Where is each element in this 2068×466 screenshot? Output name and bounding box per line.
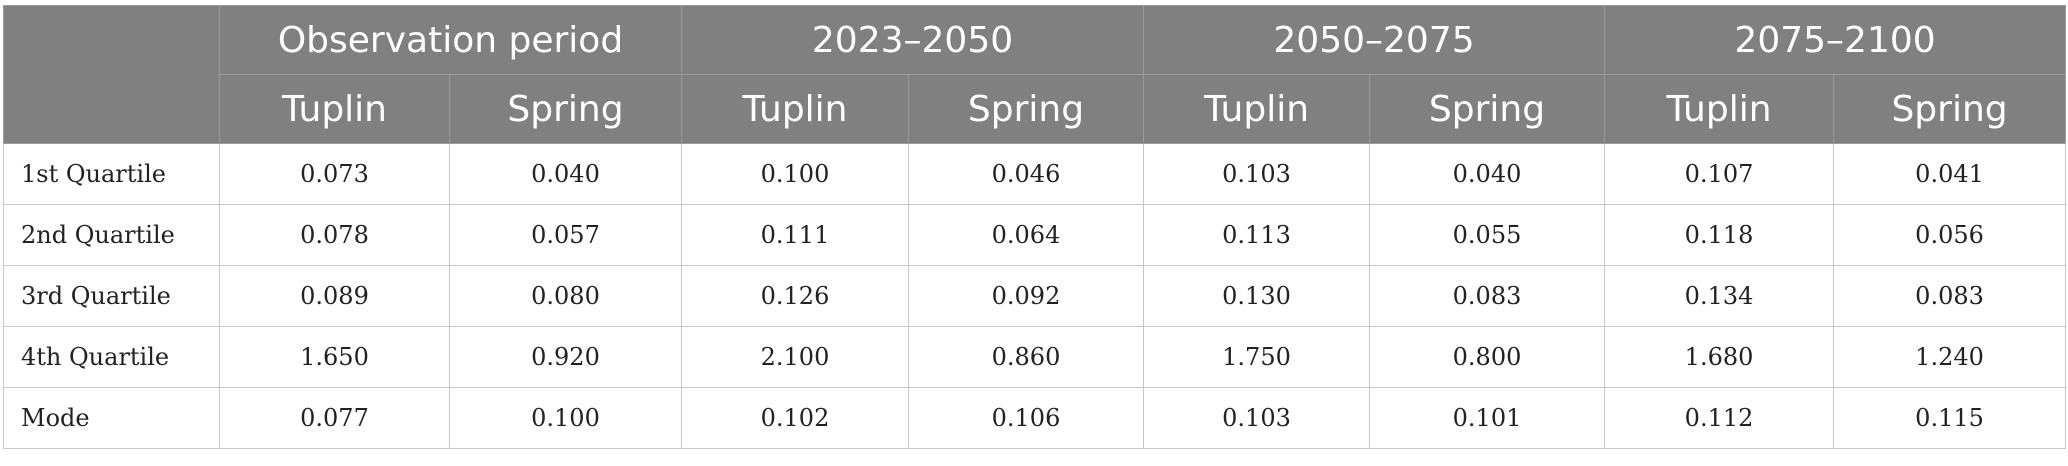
subcolumn-header: Spring [1833,74,2067,144]
table-cell: 0.126 [681,265,909,327]
table-body: 1st Quartile 0.073 0.040 0.100 0.046 0.1… [3,143,2067,449]
subcolumn-header: Spring [907,74,1145,144]
table-cell: 1.680 [1604,326,1835,388]
table-header: Observation period 2023–2050 2050–2075 2… [3,5,2067,144]
table-cell: 0.112 [1604,387,1835,449]
group-header: Observation period [219,5,682,75]
table-row: 2nd Quartile 0.078 0.057 0.111 0.064 0.1… [3,204,2067,266]
table-cell: 0.860 [907,326,1145,388]
table-cell: 0.115 [1833,387,2067,449]
group-header: 2075–2100 [1604,5,2067,75]
table-cell: 0.106 [907,387,1145,449]
row-label: 3rd Quartile [3,265,220,327]
table-cell: 0.111 [681,204,909,266]
subcolumn-header: Tuplin [219,74,450,144]
table-cell: 0.055 [1369,204,1606,266]
table-cell: 0.040 [449,143,682,205]
table-cell: 0.046 [907,143,1145,205]
row-label: 4th Quartile [3,326,220,388]
table-cell: 0.130 [1143,265,1371,327]
table-cell: 2.100 [681,326,909,388]
table-cell: 0.041 [1833,143,2067,205]
table-cell: 0.092 [907,265,1145,327]
table-row: 1st Quartile 0.073 0.040 0.100 0.046 0.1… [3,143,2067,205]
table-cell: 1.240 [1833,326,2067,388]
table-row: 4th Quartile 1.650 0.920 2.100 0.860 1.7… [3,326,2067,388]
data-table-container: Observation period 2023–2050 2050–2075 2… [3,5,2067,449]
subcolumn-header: Tuplin [1143,74,1371,144]
table-cell: 0.100 [681,143,909,205]
group-header: 2050–2075 [1143,5,1606,75]
table-cell: 0.077 [219,387,450,449]
table-cell: 0.040 [1369,143,1606,205]
table-cell: 0.057 [449,204,682,266]
table-cell: 0.800 [1369,326,1606,388]
table-row: 3rd Quartile 0.089 0.080 0.126 0.092 0.1… [3,265,2067,327]
table-cell: 0.083 [1369,265,1606,327]
row-label: Mode [3,387,220,449]
table-cell: 0.100 [449,387,682,449]
table-cell: 0.056 [1833,204,2067,266]
row-label: 1st Quartile [3,143,220,205]
table-cell: 0.103 [1143,387,1371,449]
subcolumn-header: Tuplin [681,74,909,144]
subcolumn-header: Spring [1369,74,1606,144]
table-cell: 0.073 [219,143,450,205]
table-cell: 0.064 [907,204,1145,266]
table-cell: 0.103 [1143,143,1371,205]
table-cell: 0.101 [1369,387,1606,449]
header-row-methods: Tuplin Spring Tuplin Spring Tuplin Sprin… [4,74,2067,144]
table-cell: 0.113 [1143,204,1371,266]
table-cell: 1.750 [1143,326,1371,388]
table-cell: 0.078 [219,204,450,266]
table-cell: 0.083 [1833,265,2067,327]
row-label: 2nd Quartile [3,204,220,266]
table-cell: 0.920 [449,326,682,388]
group-header: 2023–2050 [680,5,1145,75]
table-cell: 0.107 [1604,143,1835,205]
header-row-periods: Observation period 2023–2050 2050–2075 2… [3,5,2067,144]
table-cell: 0.134 [1604,265,1835,327]
table-cell: 0.118 [1604,204,1835,266]
table-cell: 1.650 [219,326,450,388]
subcolumn-header: Spring [449,74,682,144]
table-cell: 0.080 [449,265,682,327]
corner-cell [3,5,220,144]
table-row: Mode 0.077 0.100 0.102 0.106 0.103 0.101… [3,387,2067,449]
subcolumn-header: Tuplin [1604,74,1835,144]
quartile-table: Observation period 2023–2050 2050–2075 2… [3,5,2067,449]
table-cell: 0.089 [219,265,450,327]
table-cell: 0.102 [681,387,909,449]
